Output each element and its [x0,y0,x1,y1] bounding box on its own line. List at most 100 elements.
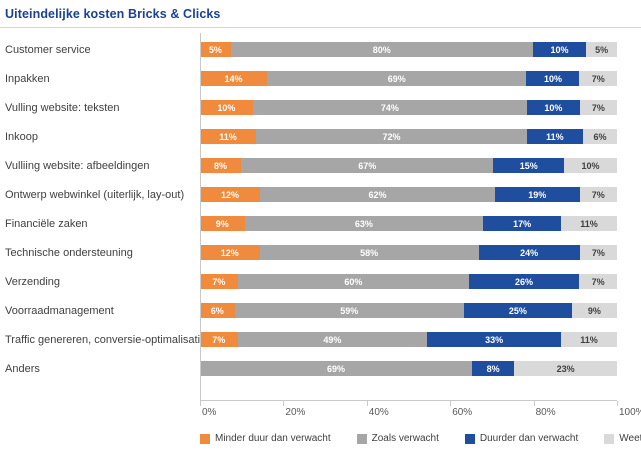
category-label: Ontwerp webwinkel (uiterlijk, lay-out) [5,188,185,201]
axis-tick-label: 60% [452,407,473,418]
category-label: Inkoop [5,130,39,143]
bar-segment: 26% [468,274,580,289]
bar-segment: 7% [200,332,238,347]
bar-segment: 23% [514,361,617,376]
bar-segment: 6% [582,129,617,144]
legend-swatch-icon [200,433,210,444]
bar-segment: 11% [560,332,617,347]
category-label: Vulliing website: afbeeldingen [5,159,150,172]
bar-segment: 12% [200,245,260,260]
bar-segment: 10% [563,158,617,173]
category-label: Inpakken [5,72,50,85]
axis-tick [366,401,368,406]
chart-row: Verzending 7% 60% 26% 7% [0,267,641,296]
bar-segment: 17% [483,216,561,231]
bar-segment: 6% [200,303,235,318]
category-label: Traffic genereren, conversie-optimalisat… [5,333,207,346]
bar-segment: 15% [493,158,564,173]
bar-segment: 11% [526,129,583,144]
category-label: Verzending [5,275,61,288]
bar-segment: 9% [571,303,617,318]
plot-area: Customer service 5% 80% 10% 5% Inpakken 14% 69%… [0,33,641,421]
axis-tick-label: 80% [535,407,556,418]
bar-segment: 12% [200,187,261,202]
chart-rows: Customer service 5% 80% 10% 5% Inpakken 14% 69%… [0,35,641,383]
bar-segment: 49% [237,332,428,347]
stacked-bar: 9% 63% 17% 11% [200,216,617,231]
stacked-bar: 12% 62% 19% 7% [200,187,618,202]
bar-segment: 58% [259,245,479,260]
bar-segment: 25% [464,303,572,318]
bar-segment: 7% [200,274,238,289]
axis-tick-label: 0% [202,407,217,418]
legend: Minder duur dan verwacht Zoals verwacht Du… [200,433,641,444]
chart-row: Anders 69% 8% 23% [0,354,641,383]
bar-segment: 33% [427,332,561,347]
legend-swatch-icon [464,433,475,444]
legend-item: Weet niet [604,433,641,444]
bar-segment: 7% [579,245,617,260]
legend-label: Zoals verwacht [371,433,439,444]
chart-row: Inpakken 14% 69% 10% 7% [0,64,641,93]
bar-segment: 10% [527,100,580,115]
axis-tick-label: 100% [619,407,641,418]
stacked-bar: 7% 60% 26% 7% [200,274,617,289]
bar-segment: 24% [478,245,580,260]
bar-segment: 80% [230,42,533,57]
chart-row: Technische ondersteuning 12% 58% 24% 7% [0,238,641,267]
bar-segment: 67% [241,158,494,173]
bar-segment: 60% [237,274,469,289]
bar-segment: 7% [579,71,617,86]
bar-segment: 63% [244,216,484,231]
legend-item: Duurder dan verwacht [464,433,579,444]
bar-segment: 19% [495,187,580,202]
y-axis-line [200,33,201,401]
bar-segment: 14% [200,71,267,86]
legend-label: Weet niet [619,433,641,444]
category-label: Vulling website: teksten [5,101,120,114]
chart-row: Vulling website: teksten 10% 74% 10% 7% [0,93,641,122]
legend-swatch-icon [356,433,367,444]
stacked-bar: 12% 58% 24% 7% [200,245,617,260]
legend-item: Minder duur dan verwacht [200,433,331,444]
axis-tick [617,401,618,406]
chart-row: Voorraadmanagement 6% 59% 25% 9% [0,296,641,325]
chart-row: Vulliing website: afbeeldingen 8% 67% 15% 10… [0,151,641,180]
chart-row: Customer service 5% 80% 10% 5% [0,35,641,64]
stacked-bar: 69% 8% 23% [200,361,617,376]
stacked-bar: 8% 67% 15% 10% [200,158,617,173]
axis-tick-label: 40% [368,407,389,418]
chart-row: Inkoop 11% 72% 11% 6% [0,122,641,151]
bar-segment: 11% [560,216,617,231]
bar-segment: 11% [200,129,257,144]
category-label: Anders [5,362,40,375]
stacked-bar: 11% 72% 11% 6% [200,129,617,144]
bar-segment: 7% [579,100,617,115]
legend-label: Minder duur dan verwacht [215,433,331,444]
bar-segment: 7% [579,187,618,202]
category-label: Customer service [5,43,91,56]
bar-segment: 10% [526,71,580,86]
category-label: Voorraadmanagement [5,304,114,317]
legend-label: Duurder dan verwacht [479,433,579,444]
chart-header: Uiteindelijke kosten Bricks & Clicks [0,0,641,28]
axis-tick-label: 20% [285,407,306,418]
bar-segment: 8% [200,158,242,173]
bar-segment: 10% [200,100,253,115]
axis-tick [533,401,535,406]
chart-row: Traffic genereren, conversie-optimalisat… [0,325,641,354]
bar-segment: 7% [579,274,617,289]
bar-segment: 59% [234,303,465,318]
axis-tick [200,401,201,406]
chart-row: Financiële zaken 9% 63% 17% 11% [0,209,641,238]
bar-segment: 72% [256,129,527,144]
bar-segment: 69% [267,71,527,86]
bar-segment: 10% [532,42,587,57]
bar-segment: 69% [200,361,472,376]
category-label: Financiële zaken [5,217,88,230]
stacked-bar: 6% 59% 25% 9% [200,303,617,318]
bar-segment: 9% [200,216,245,231]
legend-item: Zoals verwacht [356,433,439,444]
bar-segment: 74% [252,100,528,115]
bar-segment: 8% [471,361,515,376]
